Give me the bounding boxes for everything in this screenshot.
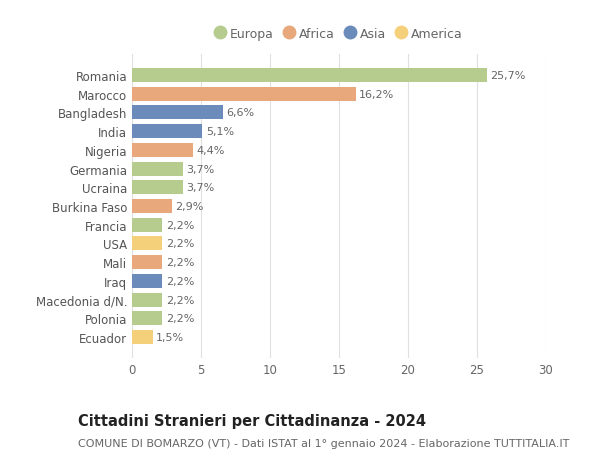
Text: 2,2%: 2,2% [166, 313, 194, 324]
Bar [132, 106, 223, 120]
Text: 5,1%: 5,1% [206, 127, 234, 137]
Text: Cittadini Stranieri per Cittadinanza - 2024: Cittadini Stranieri per Cittadinanza - 2… [78, 413, 426, 428]
Text: 2,9%: 2,9% [175, 202, 204, 212]
Text: 6,6%: 6,6% [227, 108, 254, 118]
Text: 2,2%: 2,2% [166, 239, 194, 249]
Text: 2,2%: 2,2% [166, 276, 194, 286]
Bar [132, 218, 163, 232]
Text: 4,4%: 4,4% [196, 146, 224, 156]
Text: 2,2%: 2,2% [166, 257, 194, 268]
Text: 2,2%: 2,2% [166, 295, 194, 305]
Bar [132, 125, 202, 139]
Text: 1,5%: 1,5% [156, 332, 184, 342]
Bar [132, 144, 193, 157]
Text: 2,2%: 2,2% [166, 220, 194, 230]
Bar [132, 312, 163, 325]
Bar [132, 200, 172, 213]
Text: 3,7%: 3,7% [187, 164, 215, 174]
Bar [132, 274, 163, 288]
Bar [132, 330, 152, 344]
Bar [132, 293, 163, 307]
Bar [132, 162, 183, 176]
Bar [132, 256, 163, 269]
Bar [132, 181, 183, 195]
Legend: Europa, Africa, Asia, America: Europa, Africa, Asia, America [212, 25, 466, 43]
Bar [132, 88, 356, 101]
Bar [132, 237, 163, 251]
Bar [132, 69, 487, 83]
Text: COMUNE DI BOMARZO (VT) - Dati ISTAT al 1° gennaio 2024 - Elaborazione TUTTITALIA: COMUNE DI BOMARZO (VT) - Dati ISTAT al 1… [78, 438, 569, 448]
Text: 3,7%: 3,7% [187, 183, 215, 193]
Text: 16,2%: 16,2% [359, 90, 394, 100]
Text: 25,7%: 25,7% [490, 71, 526, 81]
